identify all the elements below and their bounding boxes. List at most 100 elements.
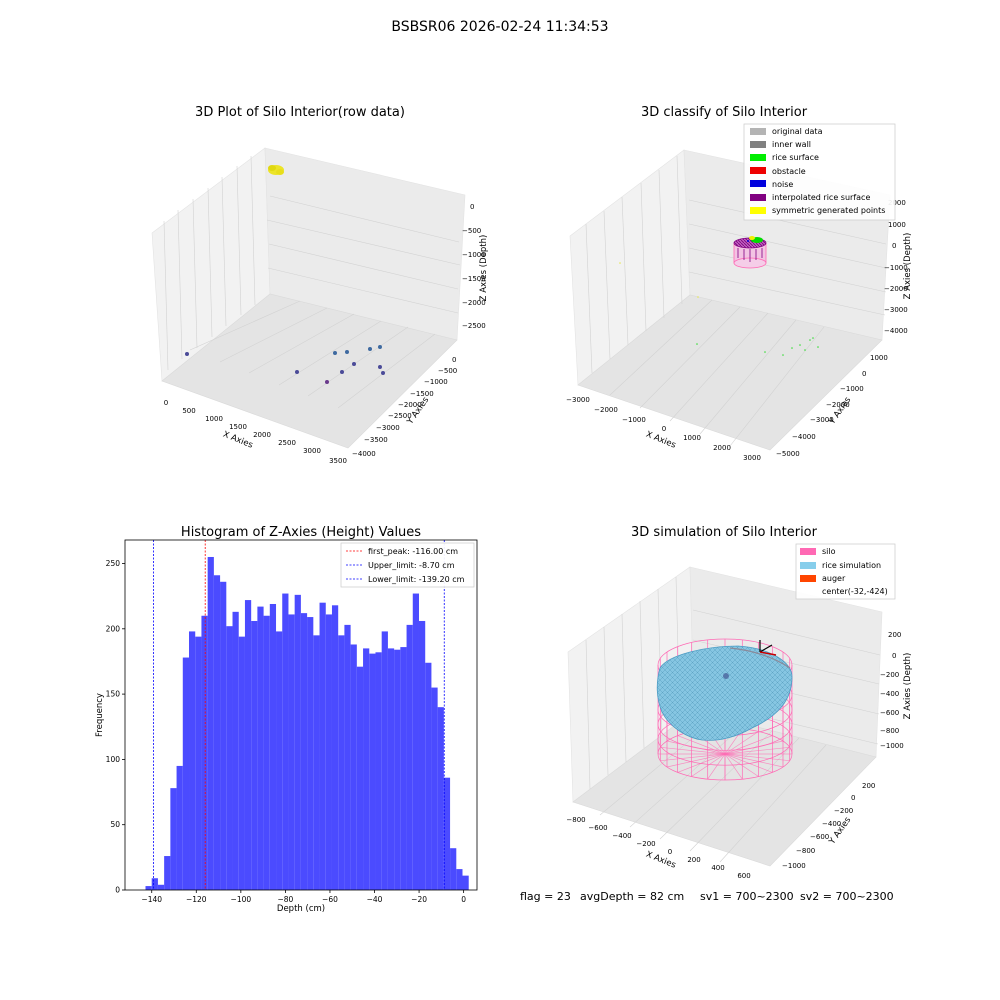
hist-y-tick-label: 100 [106, 755, 121, 764]
hist-bar [170, 788, 177, 890]
hist-bar [220, 581, 227, 890]
hist-bar [189, 631, 196, 890]
hist-legend-label: Lower_limit: -139.20 cm [368, 575, 465, 584]
legend-swatch [750, 128, 766, 135]
raw-point [381, 371, 385, 375]
hist-bar [232, 611, 239, 890]
svg-text:−2000: −2000 [594, 406, 618, 414]
svg-text:−1500: −1500 [462, 275, 486, 283]
svg-text:−600: −600 [588, 824, 607, 832]
svg-text:−4000: −4000 [352, 450, 376, 458]
hist-bar [369, 653, 376, 890]
hist-bar [412, 593, 419, 890]
legend-swatch [750, 207, 766, 214]
raw-point [295, 370, 299, 374]
raw-point [378, 365, 382, 369]
svg-text:−5000: −5000 [776, 450, 800, 458]
silo-wire-spoke [724, 753, 773, 773]
hist-bar [344, 624, 351, 890]
rice-center-marker [723, 673, 729, 679]
hist-bar [456, 869, 463, 890]
hist-bar [201, 615, 208, 890]
legend-swatch [800, 562, 816, 569]
silo-wire-spoke [707, 753, 726, 780]
svg-text:−2000: −2000 [826, 401, 850, 409]
hist-x-axis: −140 −120 −100 −80 −60 −40 −20 0 [141, 890, 466, 904]
hist-bar [338, 635, 345, 890]
svg-text:1000: 1000 [205, 415, 223, 423]
hist-bar [375, 652, 382, 890]
hist-y-label: Frequency [95, 693, 105, 737]
svg-text:−3500: −3500 [364, 436, 388, 444]
hist-bar [244, 600, 252, 890]
hist-bar [282, 593, 289, 890]
legend-swatch [750, 154, 766, 161]
svg-text:−2000: −2000 [398, 401, 422, 409]
legend-label: rice simulation [822, 561, 881, 570]
hist-bar [164, 856, 171, 890]
svg-text:−1000: −1000 [840, 385, 864, 393]
hist-bar [331, 605, 339, 890]
silo-wire-spoke [660, 746, 726, 755]
raw-point [185, 352, 189, 356]
raw-point [345, 350, 349, 354]
silo-wire-spoke [677, 753, 726, 773]
svg-text:−200: −200 [834, 807, 853, 815]
legend-swatch [750, 194, 766, 201]
svg-text:−3000: −3000 [566, 396, 590, 404]
svg-text:1000: 1000 [888, 221, 906, 229]
hist-x-tick-label: −80 [277, 895, 293, 904]
svg-text:2000: 2000 [253, 431, 271, 439]
figure-title: BSBSR06 2026-02-24 11:34:53 [391, 19, 608, 35]
legend-swatch [750, 167, 766, 174]
hist-bar [226, 626, 233, 890]
raw-point [352, 362, 356, 366]
svg-text:−400: −400 [880, 690, 899, 698]
hist-bar [213, 575, 221, 890]
panel-raw-data: 3D Plot of Silo Interior(row data) 0 500… [151, 105, 489, 465]
status-sv1: sv1 = 700~2300 [700, 890, 794, 903]
svg-text:−2000: −2000 [462, 299, 486, 307]
silo-wire-spoke [666, 753, 726, 768]
hist-bar [450, 848, 457, 890]
svg-text:−1000: −1000 [622, 416, 646, 424]
svg-text:−800: −800 [796, 847, 815, 855]
svg-text:−2500: −2500 [462, 322, 486, 330]
classify-z-ticks: 2000 1000 0 −1000 −2000 −3000 −4000 [884, 199, 908, 335]
sim-y-ticks: 200 0 −200 −400 −600 −800 −1000 [782, 782, 875, 870]
hist-vlines [153, 540, 445, 890]
hist-bar [394, 649, 401, 890]
svg-text:600: 600 [737, 872, 750, 880]
legend-swatch [800, 548, 816, 555]
hist-x-tick-label: −140 [141, 895, 162, 904]
svg-text:−1000: −1000 [880, 742, 904, 750]
svg-text:−4000: −4000 [884, 327, 908, 335]
hist-y-axis: 0 50 100 150 200 250 [106, 559, 125, 895]
svg-text:3500: 3500 [329, 457, 347, 465]
raw-surface-cluster [268, 165, 284, 175]
sim-legend: silo rice simulation auger center(-32,-4… [795, 543, 896, 600]
svg-text:−2000: −2000 [884, 285, 908, 293]
rice-simulation-surface [656, 645, 793, 741]
legend-label: symmetric generated points [772, 206, 885, 215]
raw-panes [151, 147, 466, 449]
svg-text:−2500: −2500 [388, 412, 412, 420]
hist-x-tick-label: −40 [367, 895, 383, 904]
svg-text:−800: −800 [566, 816, 585, 824]
svg-text:−600: −600 [880, 709, 899, 717]
legend-label: rice surface [772, 153, 819, 162]
svg-text:3000: 3000 [303, 447, 321, 455]
raw-x-label: X Axies [221, 430, 254, 451]
raw-z-label: Z Axies (Depth) [479, 235, 489, 302]
classify-cylinder [733, 236, 767, 269]
svg-text:1500: 1500 [229, 423, 247, 431]
hist-bar [294, 594, 301, 890]
hist-bar [288, 614, 295, 890]
legend-label: inner wall [772, 140, 811, 149]
legend-swatch [750, 141, 766, 148]
hist-x-tick-label: 0 [461, 895, 466, 904]
silo-wire-spoke [724, 753, 784, 768]
legend-swatch [750, 180, 766, 187]
hist-bar [443, 777, 451, 890]
panel-classify: 3D classify of Silo Interior −3000 −2000… [566, 105, 913, 462]
